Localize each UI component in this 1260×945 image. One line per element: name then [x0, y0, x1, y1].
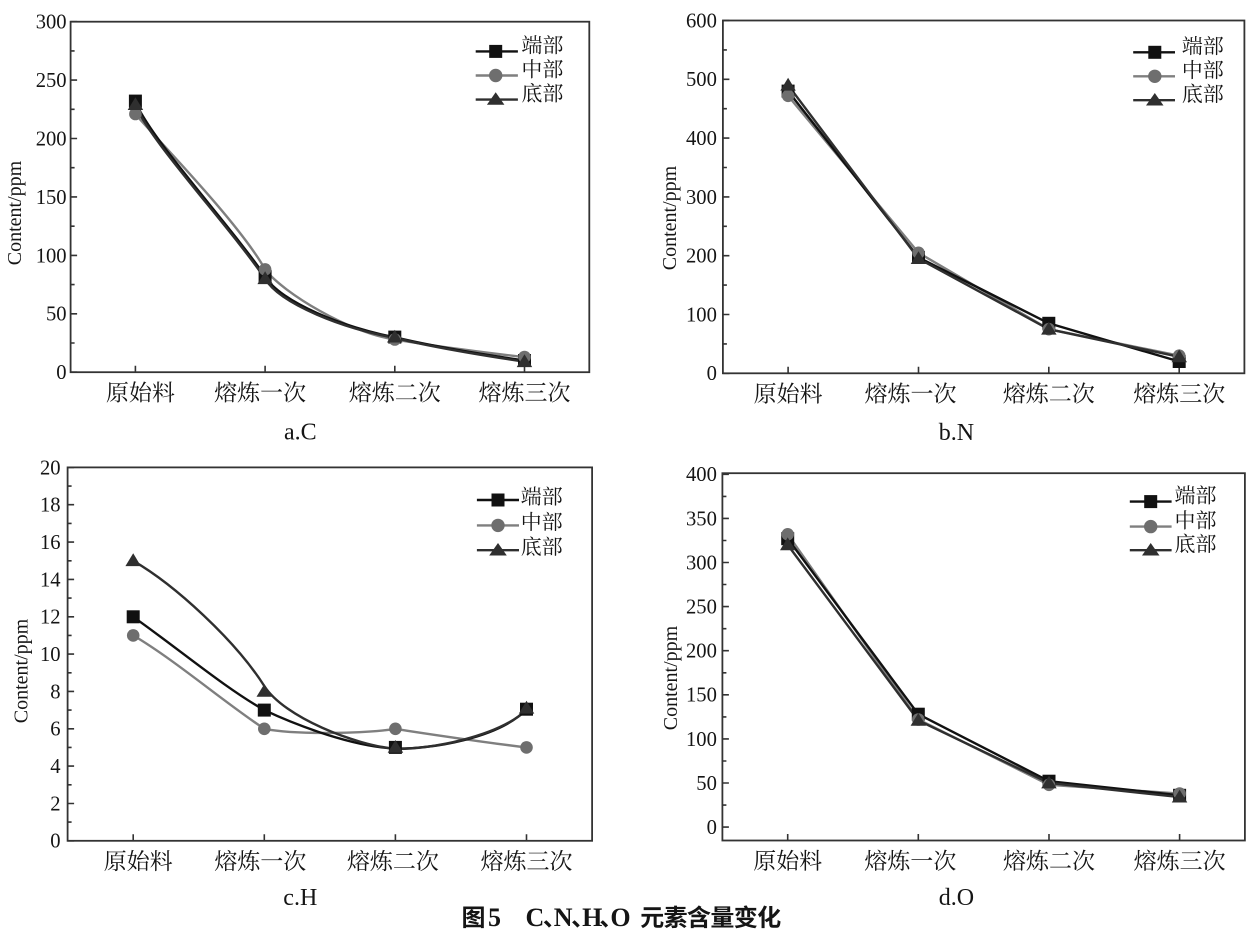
svg-text:12: 12: [40, 607, 61, 629]
svg-text:4: 4: [50, 756, 60, 778]
svg-text:6: 6: [50, 719, 60, 741]
svg-text:C: C: [526, 903, 545, 932]
svg-text:200: 200: [686, 246, 717, 268]
svg-text:2: 2: [50, 793, 60, 815]
svg-text:Content/ppm: Content/ppm: [11, 618, 33, 723]
svg-text:100: 100: [36, 245, 67, 267]
svg-text:Content/ppm: Content/ppm: [4, 160, 26, 265]
svg-text:b.N: b.N: [939, 420, 974, 446]
svg-text:0: 0: [707, 363, 717, 385]
svg-text:5: 5: [488, 903, 501, 932]
svg-text:8: 8: [50, 681, 60, 703]
svg-text:50: 50: [696, 773, 717, 795]
svg-text:150: 150: [686, 685, 717, 707]
svg-text:500: 500: [686, 69, 717, 91]
svg-text:300: 300: [36, 12, 67, 34]
svg-text:20: 20: [40, 457, 61, 479]
svg-text:Content/ppm: Content/ppm: [660, 625, 682, 730]
svg-text:c.H: c.H: [283, 885, 317, 911]
svg-text:150: 150: [36, 187, 67, 209]
svg-text:0: 0: [56, 362, 66, 384]
svg-text:100: 100: [686, 304, 717, 326]
svg-text:Content/ppm: Content/ppm: [659, 165, 681, 270]
svg-text:N: N: [554, 903, 573, 932]
svg-text:250: 250: [36, 70, 67, 92]
svg-text:O: O: [610, 903, 630, 932]
svg-text:300: 300: [686, 552, 717, 574]
svg-text:a.C: a.C: [284, 419, 317, 445]
svg-text:400: 400: [686, 464, 717, 486]
svg-text:d.O: d.O: [939, 885, 974, 911]
svg-text:400: 400: [686, 128, 717, 150]
svg-text:H: H: [582, 903, 602, 932]
svg-text:600: 600: [686, 10, 717, 32]
svg-text:18: 18: [40, 495, 61, 517]
svg-text:200: 200: [686, 641, 717, 663]
svg-text:350: 350: [686, 508, 717, 530]
svg-text:14: 14: [40, 569, 61, 591]
svg-text:16: 16: [40, 532, 61, 554]
svg-text:300: 300: [686, 187, 717, 209]
svg-text:10: 10: [40, 644, 61, 666]
svg-text:0: 0: [50, 831, 60, 853]
svg-text:50: 50: [46, 304, 67, 326]
svg-text:100: 100: [686, 729, 717, 751]
svg-text:250: 250: [686, 597, 717, 619]
svg-text:0: 0: [707, 817, 717, 839]
svg-text:200: 200: [36, 128, 67, 150]
